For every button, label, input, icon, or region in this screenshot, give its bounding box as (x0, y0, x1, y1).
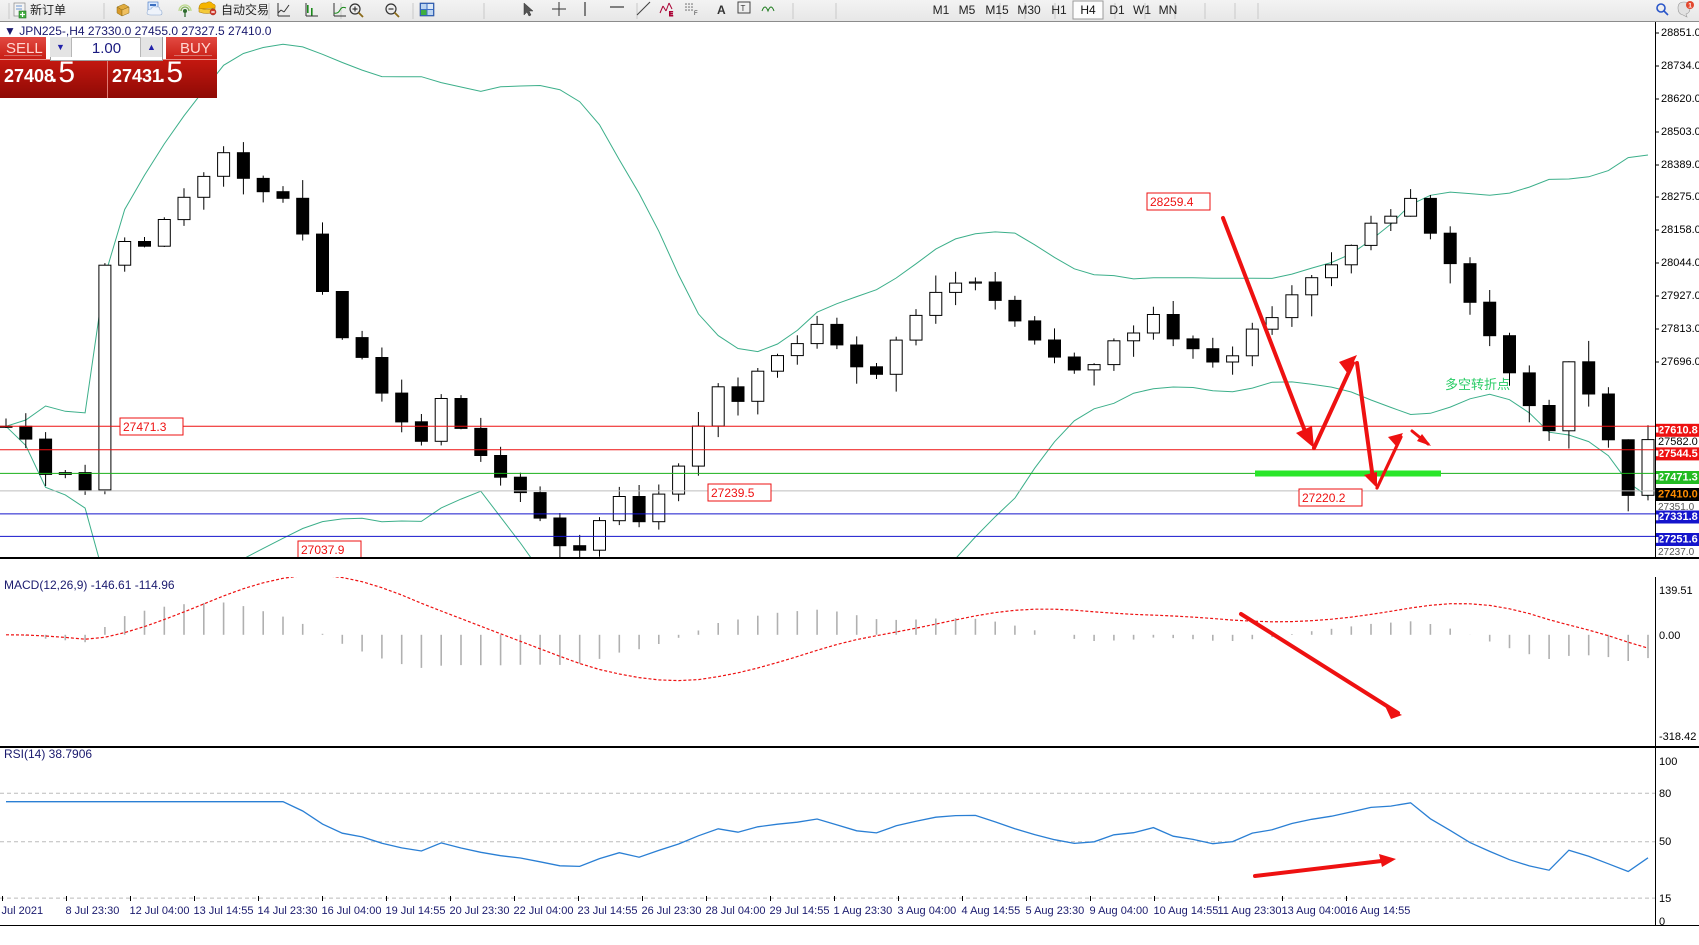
svg-text:E: E (669, 12, 673, 18)
svg-text:12 Jul 04:00: 12 Jul 04:00 (130, 905, 190, 917)
svg-text:28275.0: 28275.0 (1661, 191, 1699, 203)
svg-text:M1: M1 (933, 3, 950, 17)
svg-text:0.00: 0.00 (1659, 630, 1680, 642)
svg-text:27471.3: 27471.3 (1658, 472, 1698, 484)
svg-text:新订单: 新订单 (30, 2, 66, 17)
svg-text:1 Aug 23:30: 1 Aug 23:30 (834, 905, 893, 917)
svg-text:28503.0: 28503.0 (1661, 126, 1699, 138)
svg-text:8 Jul 23:30: 8 Jul 23:30 (66, 905, 120, 917)
svg-text:28620.0: 28620.0 (1661, 93, 1699, 105)
svg-text:M15: M15 (985, 3, 1009, 17)
svg-text:16 Aug 14:55: 16 Aug 14:55 (1346, 905, 1411, 917)
svg-text:A: A (717, 3, 726, 17)
svg-text:28259.4: 28259.4 (1150, 195, 1194, 209)
svg-text:28158.0: 28158.0 (1661, 224, 1699, 236)
svg-text:3 Aug 04:00: 3 Aug 04:00 (898, 905, 957, 917)
svg-text:27410.0: 27410.0 (1658, 489, 1698, 501)
svg-text:27239.5: 27239.5 (711, 486, 755, 500)
svg-text:26 Jul 23:30: 26 Jul 23:30 (642, 905, 702, 917)
svg-text:14 Jul 23:30: 14 Jul 23:30 (258, 905, 318, 917)
svg-text:16 Jul 04:00: 16 Jul 04:00 (322, 905, 382, 917)
svg-text:27582.0: 27582.0 (1658, 436, 1698, 448)
svg-text:27610.8: 27610.8 (1658, 425, 1698, 437)
svg-text:27237.0: 27237.0 (1658, 547, 1695, 557)
svg-text:D1: D1 (1109, 3, 1125, 17)
svg-text:MN: MN (1159, 3, 1178, 17)
svg-text:M5: M5 (959, 3, 976, 17)
svg-text:27471.3: 27471.3 (123, 420, 167, 434)
svg-text:28 Jul 04:00: 28 Jul 04:00 (706, 905, 766, 917)
svg-text:28389.0: 28389.0 (1661, 159, 1699, 171)
svg-text:27544.5: 27544.5 (1658, 448, 1698, 460)
svg-text:29 Jul 14:55: 29 Jul 14:55 (770, 905, 830, 917)
svg-text:13 Aug 04:00: 13 Aug 04:00 (1282, 905, 1347, 917)
svg-text:100: 100 (1659, 756, 1677, 768)
svg-text:5 Aug 23:30: 5 Aug 23:30 (1026, 905, 1085, 917)
svg-text:-318.42: -318.42 (1659, 731, 1696, 743)
svg-text:27220.2: 27220.2 (1302, 491, 1346, 505)
svg-text:139.51: 139.51 (1659, 585, 1693, 597)
svg-text:W1: W1 (1133, 3, 1151, 17)
svg-text:50: 50 (1659, 836, 1671, 848)
svg-text:22 Jul 04:00: 22 Jul 04:00 (514, 905, 574, 917)
svg-text:4 Aug 14:55: 4 Aug 14:55 (962, 905, 1021, 917)
svg-text:27813.0: 27813.0 (1661, 323, 1699, 335)
svg-text:H1: H1 (1051, 3, 1067, 17)
svg-text:Jul 2021: Jul 2021 (2, 905, 44, 917)
svg-text:F: F (694, 11, 698, 17)
svg-text:19 Jul 14:55: 19 Jul 14:55 (386, 905, 446, 917)
svg-text:T: T (741, 4, 746, 13)
svg-text:27251.6: 27251.6 (1658, 534, 1698, 546)
svg-text:20 Jul 23:30: 20 Jul 23:30 (450, 905, 510, 917)
svg-text:10 Aug 14:55: 10 Aug 14:55 (1154, 905, 1219, 917)
svg-text:9 Aug 04:00: 9 Aug 04:00 (1090, 905, 1149, 917)
svg-text:1: 1 (1688, 3, 1692, 10)
svg-text:H4: H4 (1080, 3, 1096, 17)
svg-text:28734.0: 28734.0 (1661, 60, 1699, 72)
svg-text:多空转折点: 多空转折点 (1445, 377, 1510, 392)
svg-text:11 Aug 23:30: 11 Aug 23:30 (1218, 905, 1282, 917)
svg-text:27696.0: 27696.0 (1661, 356, 1699, 368)
svg-text:28044.0: 28044.0 (1661, 257, 1699, 269)
svg-text:自动交易: 自动交易 (221, 2, 269, 17)
svg-text:80: 80 (1659, 788, 1671, 800)
svg-text:27927.0: 27927.0 (1661, 290, 1699, 302)
svg-text:28851.0: 28851.0 (1661, 27, 1699, 39)
svg-text:27331.8: 27331.8 (1658, 511, 1698, 523)
svg-text:27037.9: 27037.9 (301, 543, 345, 557)
svg-text:13 Jul 14:55: 13 Jul 14:55 (194, 905, 254, 917)
svg-text:M30: M30 (1017, 3, 1041, 17)
svg-text:23 Jul 14:55: 23 Jul 14:55 (578, 905, 638, 917)
